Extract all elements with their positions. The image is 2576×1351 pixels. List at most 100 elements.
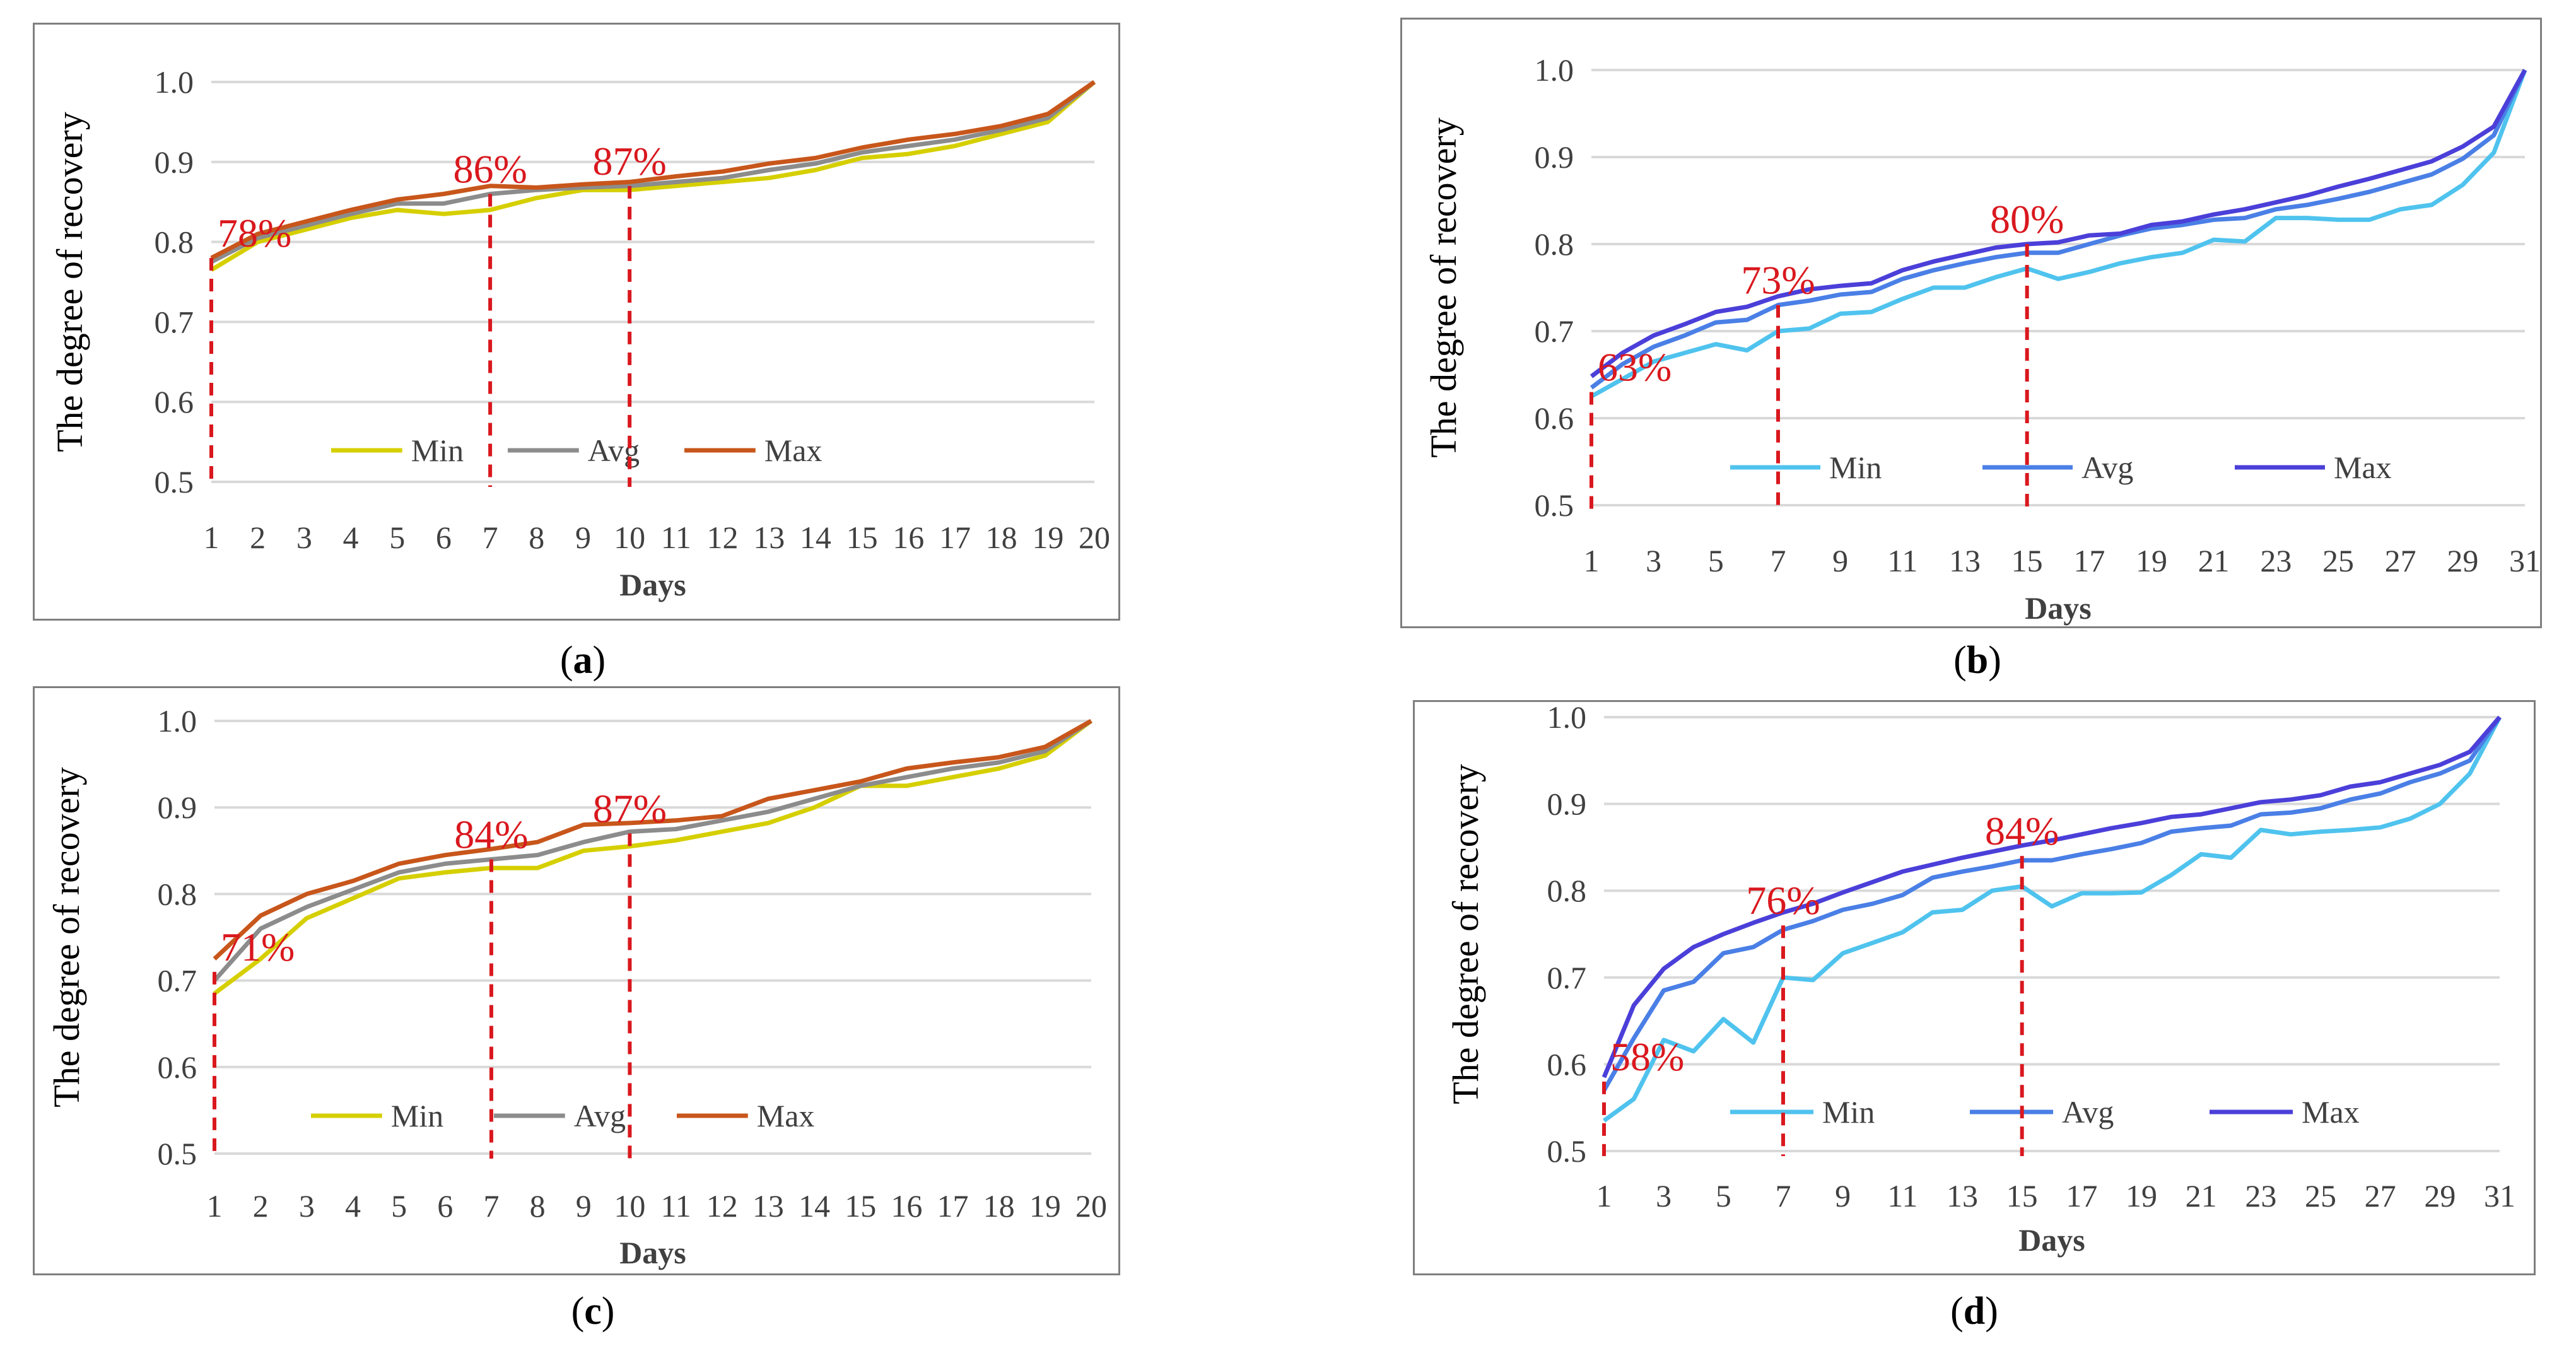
x-tick-label: 6 [436, 520, 452, 555]
marker-label: 76% [1746, 878, 1820, 923]
x-tick-label: 27 [2365, 1178, 2396, 1214]
x-tick-label: 7 [1776, 1178, 1791, 1214]
series-line-min [1602, 716, 2502, 1123]
legend-label: Avg [588, 433, 640, 468]
x-tick-label: 15 [846, 520, 878, 555]
x-tick-label: 21 [2186, 1178, 2217, 1214]
x-tick-label: 11 [1887, 543, 1917, 578]
x-tick-label: 7 [483, 520, 498, 555]
y-tick-label: 0.8 [155, 225, 194, 260]
marker-label: 73% [1741, 258, 1815, 303]
x-tick-label: 1 [204, 520, 220, 555]
x-tick-label: 9 [1832, 543, 1848, 578]
x-tick-label: 12 [706, 1188, 738, 1224]
chart-panel-a: 0.5 0.6 0.7 0.8 0.9 1.0 1 2 3 4 5 6 7 8 9 10 11 12 13 14 15 1… [33, 23, 1120, 621]
caption-open: ( [571, 1290, 585, 1333]
caption-c: (c) [530, 1289, 656, 1334]
x-tick-label: 25 [2322, 543, 2354, 578]
chart-svg-c: 0.50.60.70.80.91.01 2 3 4 5 6 7 8 9 10 11 12 13 14 15 1… [46, 703, 1107, 1270]
caption-letter: b [1966, 639, 1989, 682]
y-tick-label: 0.8 [1547, 873, 1587, 908]
x-tick-label: 3 [1656, 1178, 1671, 1214]
caption-d: (d) [1911, 1289, 2037, 1334]
x-tick-label: 9 [575, 520, 591, 555]
x-tick-label: 27 [2385, 543, 2416, 578]
legend-label: Max [757, 1098, 815, 1133]
y-tick-label: 0.7 [155, 304, 194, 339]
y-tick-label: 0.7 [1535, 313, 1574, 349]
series-line-min [1590, 69, 2527, 399]
legend-label: Avg [2062, 1094, 2114, 1130]
series-line-avg [213, 719, 1092, 982]
x-tick-label: 9 [576, 1188, 592, 1224]
legend-label: Avg [574, 1098, 626, 1133]
x-tick-label: 21 [2198, 543, 2230, 578]
x-tick-label: 1 [1584, 543, 1600, 578]
x-tick-label: 18 [986, 520, 1017, 555]
x-axis-title: Days [619, 567, 686, 602]
x-tick-label: 14 [799, 1188, 830, 1224]
x-tick-label: 25 [2305, 1178, 2336, 1214]
x-tick-label: 2 [253, 1188, 269, 1224]
legend-label: Min [1822, 1094, 1875, 1130]
x-tick-label: 6 [437, 1188, 453, 1224]
y-axis-title: The degree of recovery [1423, 117, 1464, 457]
x-tick-label: 11 [1887, 1178, 1917, 1214]
series-line-max [1590, 69, 2527, 378]
x-tick-label: 8 [529, 520, 544, 555]
caption-close: ) [1985, 1290, 1998, 1333]
x-tick-label: 1 [1596, 1178, 1612, 1214]
x-tick-label: 31 [2509, 543, 2541, 578]
y-tick-label: 0.6 [1535, 401, 1574, 436]
x-tick-label: 7 [1771, 543, 1786, 578]
chart-svg-d: 0.50.60.70.80.91.01 3 5 7 9 11 13 15 17 19 21 23 25 2… [1445, 699, 2515, 1258]
x-tick-label: 17 [2066, 1178, 2097, 1214]
series-line-min [213, 719, 1093, 996]
x-tick-label: 4 [343, 520, 359, 555]
marker-label: 84% [454, 812, 528, 857]
series-line-max [210, 80, 1096, 260]
x-tick-label: 1 [207, 1188, 223, 1224]
series-line-avg [1590, 69, 2527, 390]
x-tick-label: 17 [937, 1188, 969, 1224]
caption-open: ( [1953, 639, 1967, 682]
marker-label: 58% [1610, 1034, 1684, 1079]
legend-label: Min [411, 433, 464, 468]
x-tick-label: 29 [2447, 543, 2478, 578]
y-tick-label: 0.9 [155, 144, 194, 180]
x-tick-label: 5 [1708, 543, 1724, 578]
y-tick-label: 0.5 [1547, 1133, 1587, 1169]
y-tick-label: 1.0 [155, 64, 194, 100]
series-line-max [1601, 715, 2502, 1079]
x-tick-label: 23 [2245, 1178, 2276, 1214]
y-tick-label: 0.7 [158, 963, 197, 998]
caption-letter: c [584, 1290, 602, 1333]
caption-b: (b) [1914, 638, 2040, 683]
x-axis-title: Days [2025, 590, 2092, 626]
marker-label: 78% [218, 211, 291, 255]
x-tick-label: 5 [389, 520, 405, 555]
y-tick-label: 1.0 [158, 703, 197, 739]
x-tick-label: 15 [2011, 543, 2043, 578]
legend-label: Min [1829, 450, 1882, 485]
x-tick-label: 10 [614, 520, 645, 555]
x-tick-label: 4 [345, 1188, 361, 1224]
y-tick-label: 0.9 [1547, 787, 1587, 822]
x-tick-label: 19 [1032, 520, 1063, 555]
caption-close: ) [592, 639, 606, 682]
x-tick-label: 20 [1075, 1188, 1107, 1224]
marker-label: 87% [593, 139, 667, 184]
x-tick-label: 11 [661, 1188, 691, 1224]
x-tick-label: 11 [661, 520, 691, 555]
x-tick-label: 15 [2006, 1178, 2038, 1214]
x-tick-label: 3 [296, 520, 312, 555]
legend-label: Max [2302, 1094, 2360, 1130]
y-tick-label: 0.6 [158, 1050, 197, 1085]
chart-panel-c: 0.5 0.6 0.7 0.8 0.9 1.0 1 2 3 4 5 6 7 8 9 10 11 12 13 14 15 1… [33, 686, 1120, 1275]
marker-label: 71% [221, 925, 295, 969]
x-tick-label: 8 [530, 1188, 546, 1224]
x-tick-label: 17 [939, 520, 971, 555]
chart-svg-b: 0.50.60.70.80.91.01 3 5 7 9 11 13 15 17 19 21 23 25 2… [1423, 52, 2541, 626]
x-tick-label: 17 [2073, 543, 2105, 578]
x-tick-label: 31 [2484, 1178, 2515, 1214]
